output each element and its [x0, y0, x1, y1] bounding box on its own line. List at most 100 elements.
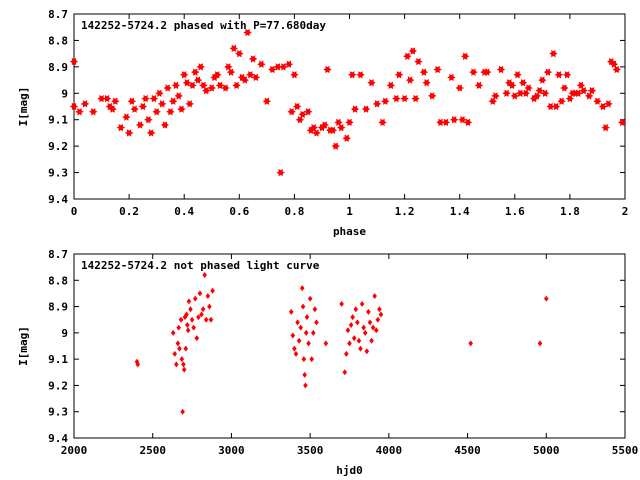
- data-point: [345, 327, 351, 334]
- data-point: [193, 76, 203, 84]
- y-tick-label: 9.3: [48, 167, 68, 180]
- data-point: [303, 329, 309, 336]
- data-point: [441, 118, 451, 127]
- x-tick-label: 5000: [533, 444, 560, 457]
- data-point: [182, 314, 188, 321]
- data-point: [598, 102, 608, 111]
- data-point: [356, 337, 362, 344]
- data-point: [221, 84, 230, 92]
- data-point: [554, 71, 564, 79]
- data-point: [257, 60, 266, 68]
- data-point: [510, 92, 520, 100]
- data-point: [372, 293, 377, 300]
- data-point: [300, 303, 306, 310]
- data-point: [175, 340, 181, 347]
- data-point: [573, 89, 583, 97]
- y-tick-label: 8.8: [48, 34, 68, 47]
- data-point: [400, 94, 409, 103]
- data-point: [601, 123, 610, 132]
- data-point: [224, 63, 233, 71]
- data-point: [593, 97, 602, 105]
- data-point: [135, 121, 145, 129]
- data-point: [362, 329, 368, 336]
- data-point: [502, 89, 511, 97]
- data-point: [392, 94, 401, 103]
- data-point: [304, 314, 310, 321]
- data-point: [361, 105, 371, 113]
- data-point: [116, 123, 126, 132]
- data-point: [122, 113, 131, 121]
- data-point: [290, 332, 296, 339]
- data-point: [403, 52, 412, 60]
- data-point: [334, 118, 343, 127]
- data-point: [185, 321, 190, 328]
- data-point: [89, 108, 98, 116]
- data-point: [190, 68, 200, 76]
- data-point: [612, 65, 621, 74]
- data-point: [353, 306, 359, 313]
- x-tick-label: 1.2: [395, 205, 415, 218]
- data-point: [355, 319, 360, 326]
- data-point: [149, 94, 159, 103]
- data-point: [185, 100, 194, 108]
- data-point: [182, 79, 192, 87]
- x-tick-label: 1.6: [505, 205, 525, 218]
- data-point: [312, 306, 318, 313]
- data-point: [576, 81, 586, 90]
- data-point: [177, 345, 182, 352]
- y-tick-label: 9.2: [48, 379, 68, 392]
- x-tick-label: 0.6: [229, 205, 249, 218]
- plot-title: 142252-5724.2 phased with P=77.680day: [81, 19, 326, 32]
- x-tick-label: 1.4: [450, 205, 470, 218]
- data-point: [138, 102, 148, 111]
- data-point: [521, 89, 531, 97]
- data-point: [468, 340, 474, 347]
- data-point: [75, 108, 84, 116]
- data-point: [348, 321, 354, 328]
- x-tick-label: 4000: [376, 444, 403, 457]
- data-point: [215, 81, 225, 90]
- data-point: [302, 371, 307, 378]
- data-point: [279, 63, 288, 71]
- data-point: [604, 100, 613, 108]
- data-point: [199, 311, 204, 318]
- data-point: [246, 71, 255, 79]
- data-point: [155, 89, 164, 97]
- data-point: [80, 100, 90, 108]
- data-point: [192, 295, 198, 302]
- data-point: [168, 97, 178, 105]
- data-point: [171, 81, 181, 90]
- data-point: [314, 319, 319, 326]
- data-point: [358, 345, 363, 352]
- data-point: [179, 356, 185, 363]
- y-tick-label: 9.4: [48, 432, 68, 445]
- data-point: [366, 308, 371, 315]
- data-point: [381, 97, 390, 105]
- x-axis-label: hjd0: [336, 464, 363, 477]
- data-point: [102, 94, 112, 103]
- data-point: [229, 44, 239, 53]
- data-point: [157, 100, 167, 108]
- data-point: [201, 86, 211, 95]
- data-point: [262, 97, 272, 105]
- data-point: [295, 116, 305, 124]
- data-point: [298, 110, 307, 119]
- data-point: [369, 337, 374, 344]
- data-point: [538, 76, 547, 84]
- data-point: [299, 285, 305, 292]
- data-point: [273, 63, 283, 71]
- data-point: [226, 68, 236, 76]
- data-point: [617, 118, 627, 127]
- x-tick-label: 0.8: [284, 205, 304, 218]
- data-point: [350, 314, 355, 321]
- y-axis-label: I[mag]: [17, 87, 30, 127]
- data-point: [433, 65, 442, 74]
- data-point: [203, 316, 209, 323]
- data-point: [207, 303, 212, 310]
- data-point: [483, 68, 492, 76]
- data-point: [378, 118, 387, 127]
- data-point: [202, 272, 207, 279]
- data-point: [160, 121, 170, 129]
- data-point: [268, 65, 277, 74]
- data-point: [309, 356, 315, 363]
